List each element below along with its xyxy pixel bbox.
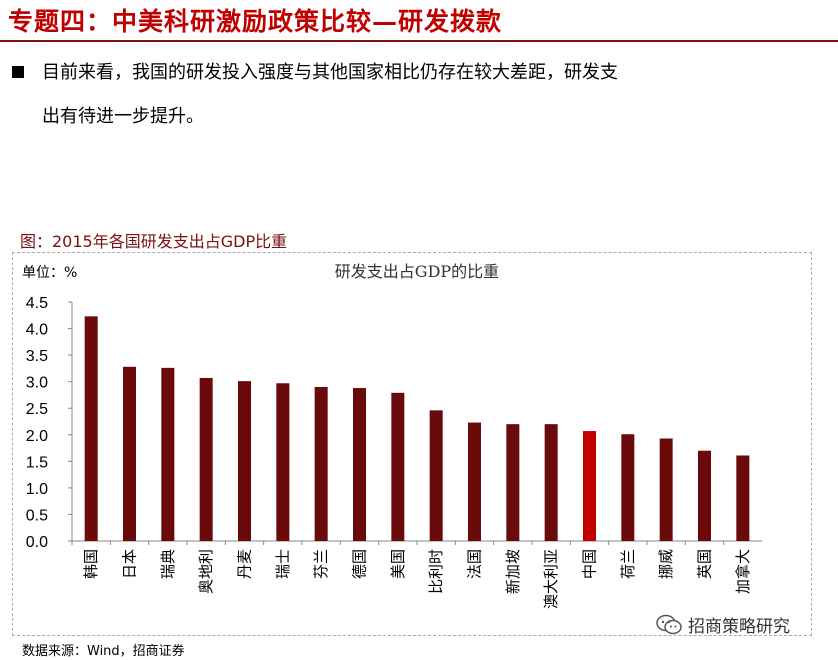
- x-category-label: 日本: [121, 549, 139, 579]
- bar-16: [659, 438, 673, 541]
- y-tick-label: 4.0: [26, 322, 48, 339]
- y-tick-label: 1.5: [26, 454, 48, 471]
- x-category-label: 中国: [581, 549, 599, 579]
- bar-4: [199, 377, 213, 541]
- bullet-text-line-1: 目前来看，我国的研发投入强度与其他国家相比仍存在较大差距，研发支: [42, 62, 618, 83]
- wechat-icon: [656, 614, 682, 636]
- x-category-label: 英国: [696, 549, 714, 579]
- watermark: 招商策略研究: [656, 612, 790, 637]
- x-category-label: 美国: [389, 549, 407, 579]
- y-tick-label: 3.0: [26, 375, 48, 392]
- y-tick-label: 1.0: [26, 481, 48, 498]
- y-tick-label: 3.5: [26, 348, 48, 365]
- bar-14: [583, 431, 596, 541]
- x-category-label: 挪威: [657, 549, 675, 579]
- bullet-text-line-2: 出有待进一步提升。: [42, 106, 204, 127]
- data-source: 数据来源：Wind，招商证券: [22, 644, 185, 659]
- x-category-label: 韩国: [82, 549, 100, 579]
- figure-title: 图：2015年各国研发支出占GDP比重: [20, 232, 288, 251]
- watermark-text: 招商策略研究: [688, 617, 790, 637]
- bar-5: [238, 381, 251, 541]
- x-category-label: 瑞典: [159, 549, 177, 579]
- x-category-label: 法国: [466, 549, 484, 579]
- y-tick-label: 0.0: [26, 534, 48, 551]
- bar-3: [161, 367, 175, 541]
- x-category-label: 德国: [351, 549, 369, 579]
- chart-title: 研发支出占GDP的比重: [335, 262, 499, 281]
- bar-7: [314, 386, 328, 541]
- chart-frame: [12, 252, 812, 636]
- x-category-label: 丹麦: [236, 549, 254, 579]
- x-category-label: 荷兰: [619, 549, 637, 579]
- x-category-label: 奥地利: [197, 549, 215, 594]
- bar-17: [698, 450, 711, 541]
- bar-9: [391, 392, 405, 541]
- x-category-label: 加拿大: [734, 549, 752, 594]
- bullet-square-icon: [12, 66, 24, 78]
- x-category-label: 澳大利亚: [542, 549, 560, 609]
- bar-15: [621, 434, 635, 541]
- x-category-label: 瑞士: [274, 549, 292, 579]
- bar-10: [429, 410, 443, 541]
- bar-13: [544, 424, 558, 541]
- x-category-label: 比利时: [427, 549, 445, 594]
- bar-2: [123, 366, 136, 541]
- bar-8: [353, 388, 366, 541]
- page-title: 专题四：中美科研激励政策比较—研发拨款: [8, 7, 503, 36]
- bar-1: [84, 316, 98, 541]
- y-tick-label: 0.5: [26, 507, 48, 524]
- title-divider: [0, 40, 838, 42]
- bar-18: [736, 455, 750, 541]
- x-category-label: 新加坡: [504, 549, 522, 594]
- y-tick-label: 4.5: [26, 295, 48, 312]
- y-tick-label: 2.0: [26, 428, 48, 445]
- unit-label: 单位：%: [22, 265, 78, 281]
- bar-6: [276, 383, 290, 541]
- y-tick-label: 2.5: [26, 401, 48, 418]
- bar-12: [506, 424, 520, 541]
- bar-11: [468, 422, 481, 541]
- x-category-label: 芬兰: [312, 549, 330, 579]
